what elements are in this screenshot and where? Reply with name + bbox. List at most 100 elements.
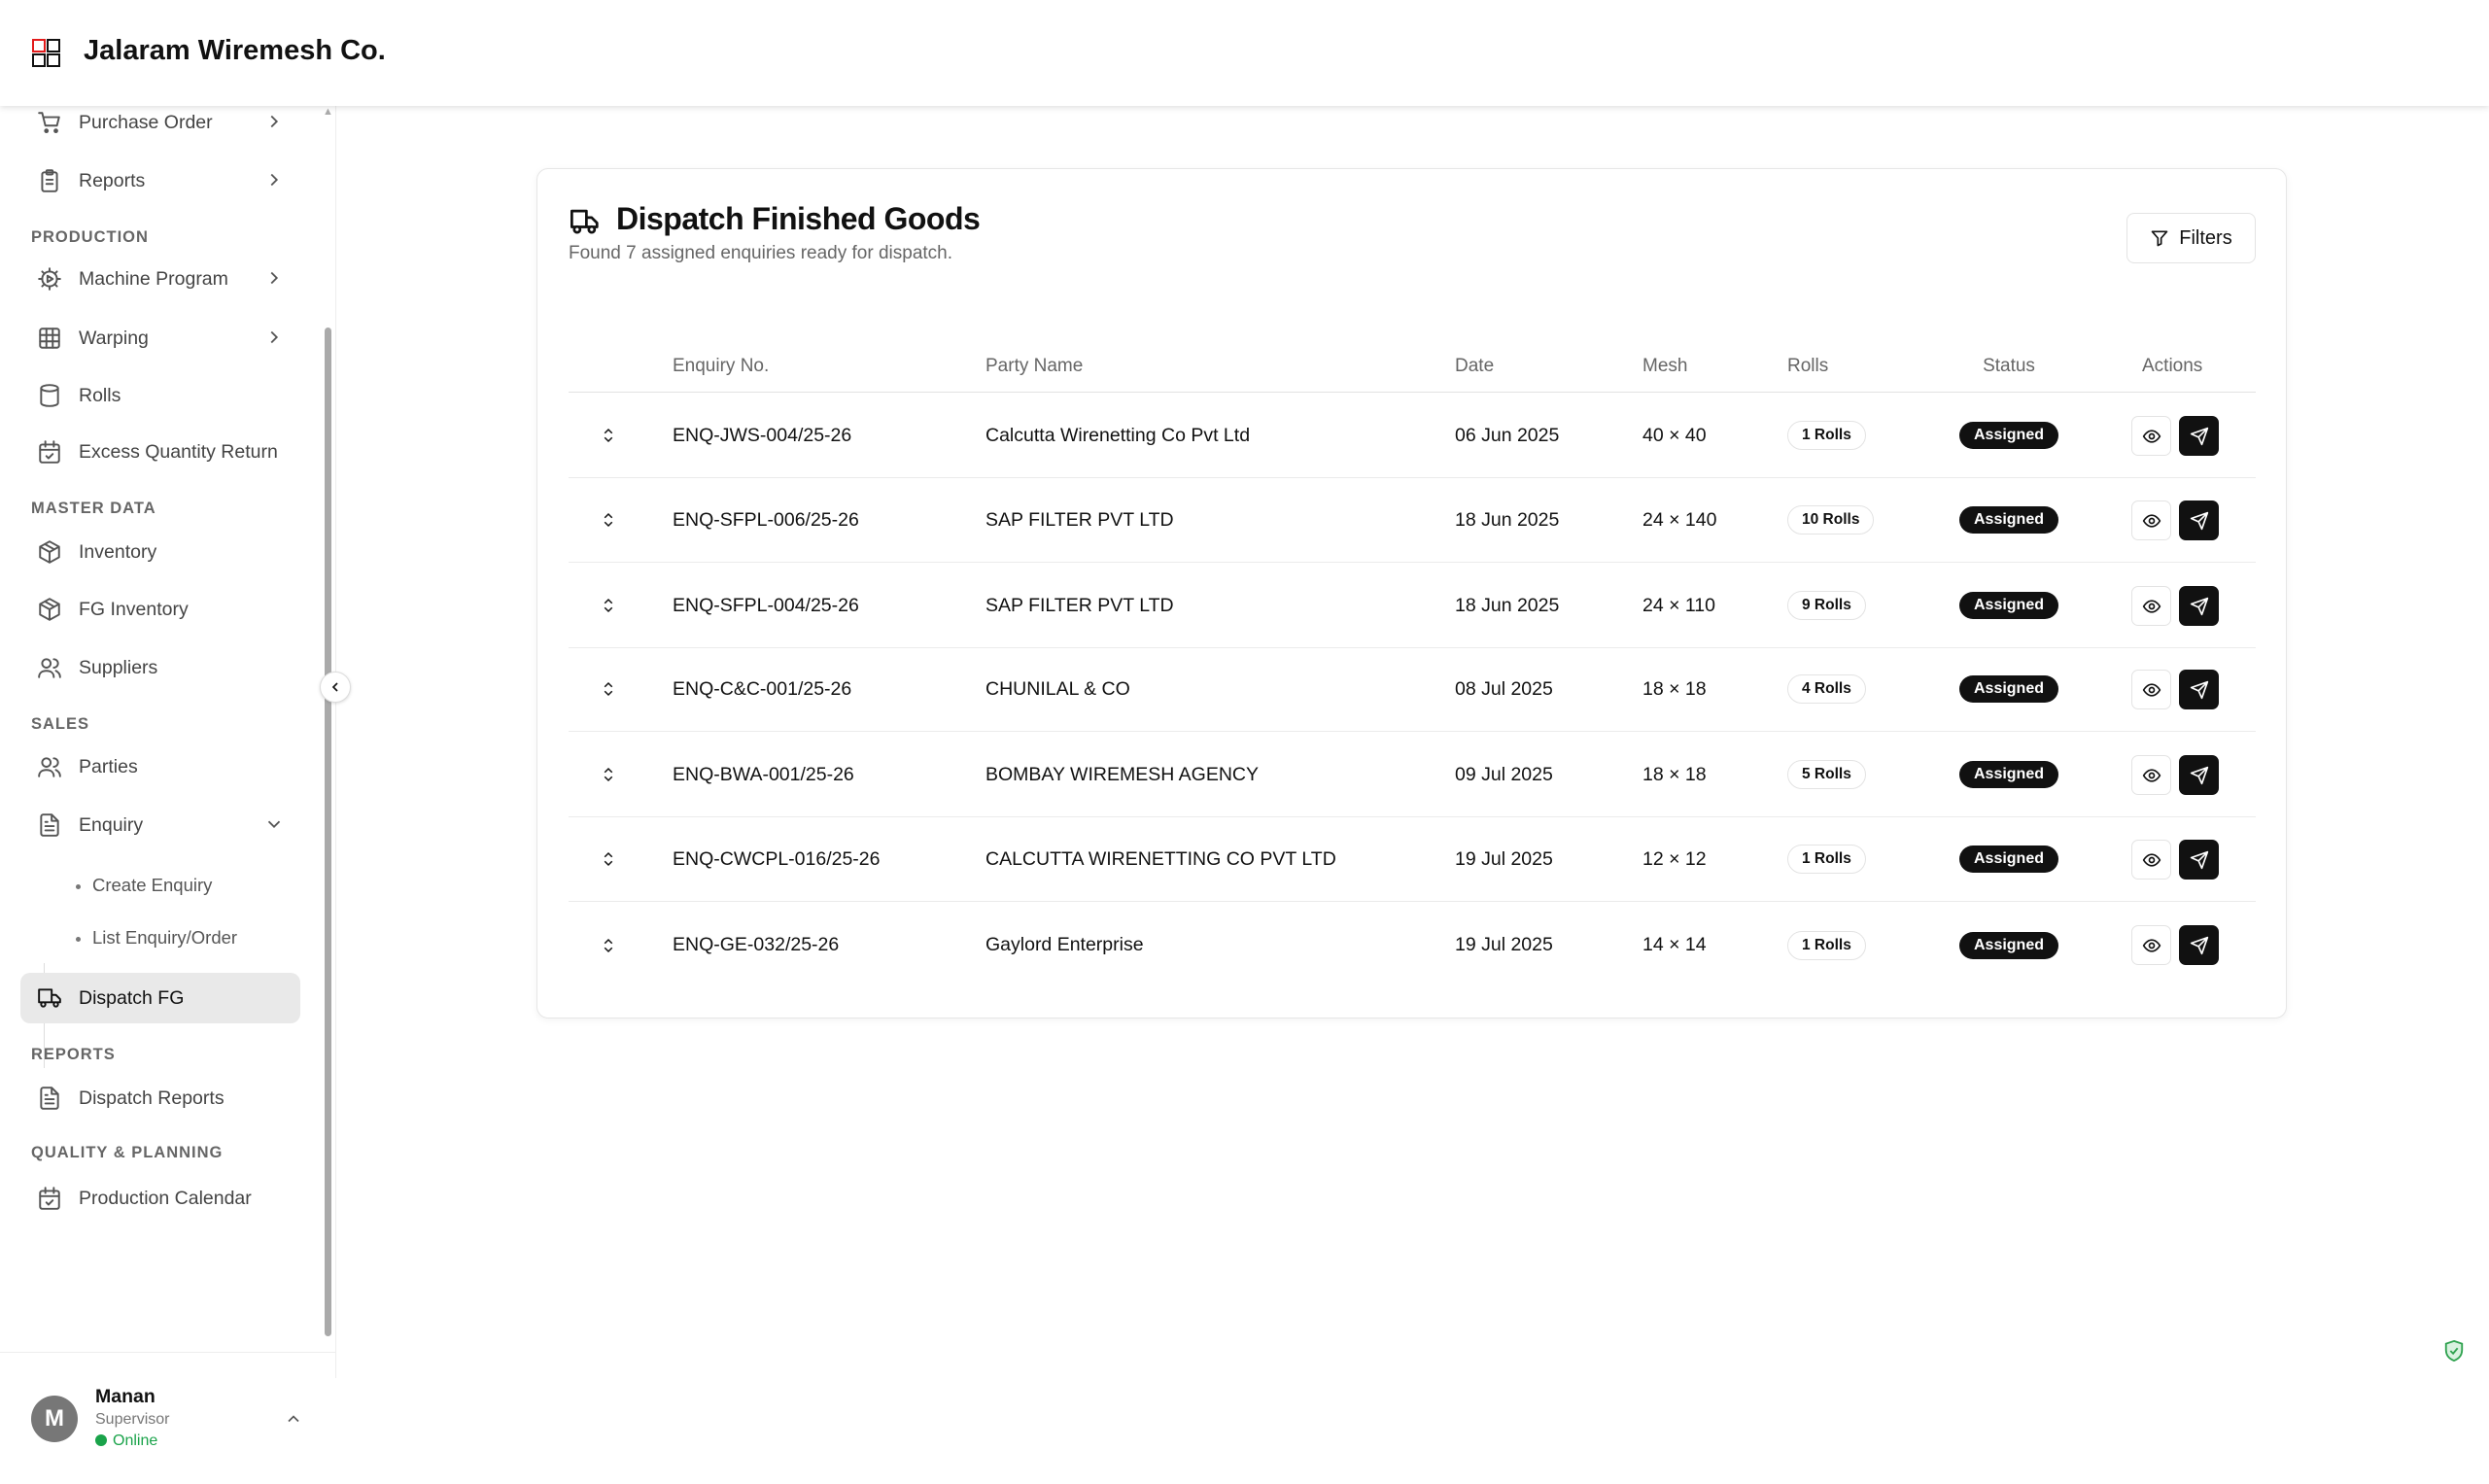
file-text-icon <box>40 1087 59 1110</box>
avatar: M <box>31 1396 78 1442</box>
sidebar-item-label: Inventory <box>79 540 157 563</box>
enquiry-number: ENQ-SFPL-004/25-26 <box>673 594 859 616</box>
sidebar-item-suppliers[interactable]: Suppliers <box>20 642 300 693</box>
scroll-up-arrow[interactable]: ▲ <box>323 106 333 118</box>
chevron-right-icon[interactable] <box>263 267 285 289</box>
dispatch-button[interactable] <box>2179 500 2219 540</box>
expand-row-button[interactable] <box>600 564 617 647</box>
sidebar-item-excess-quantity-return[interactable]: Excess Quantity Return <box>20 427 300 477</box>
table-header: Enquiry No. Party Name Date Mesh Rolls S… <box>569 340 2256 393</box>
sidebar-item-warping[interactable]: Warping <box>20 313 300 363</box>
expand-row-button[interactable] <box>600 478 617 562</box>
enquiry-number: ENQ-SFPL-006/25-26 <box>673 508 859 531</box>
view-button[interactable] <box>2131 586 2171 626</box>
chevron-right-icon[interactable] <box>263 327 285 348</box>
chevrons-up-down-icon <box>604 851 613 867</box>
expand-row-button[interactable] <box>600 733 617 816</box>
send-icon <box>2190 936 2208 954</box>
filters-button[interactable]: Filters <box>2126 213 2256 263</box>
view-button[interactable] <box>2131 840 2171 880</box>
eye-icon <box>2142 599 2161 613</box>
sidebar-item-parties[interactable]: Parties <box>20 742 300 792</box>
table-row: ENQ-BWA-001/25-26 BOMBAY WIREMESH AGENCY 0… <box>569 733 2256 817</box>
dispatch-button[interactable] <box>2179 416 2219 456</box>
enquiry-number: ENQ-BWA-001/25-26 <box>673 763 854 785</box>
view-button[interactable] <box>2131 670 2171 709</box>
sidebar-item-dispatch-fg[interactable]: Dispatch FG <box>20 973 300 1023</box>
bullet-icon <box>76 883 81 889</box>
section-heading: SALES <box>31 715 90 733</box>
sidebar-item-production-calendar[interactable]: Production Calendar <box>20 1173 300 1224</box>
sidebar-item-machine-program[interactable]: Machine Program <box>20 254 300 304</box>
party-name: SAP FILTER PVT LTD <box>985 594 1174 616</box>
chevron-right-icon[interactable] <box>263 111 285 132</box>
submenu-item[interactable]: List Enquiry/Order <box>76 927 237 949</box>
submenu-item[interactable]: Create Enquiry <box>76 875 212 896</box>
sidebar-item-reports[interactable]: Reports <box>20 155 300 206</box>
scroll-down-arrow[interactable]: ▼ <box>323 1229 333 1241</box>
sidebar-item-inventory[interactable]: Inventory <box>20 527 300 577</box>
view-button[interactable] <box>2131 755 2171 795</box>
calendar-check-icon <box>39 440 60 464</box>
expand-row-button[interactable] <box>600 394 617 477</box>
collapse-sidebar-button[interactable] <box>320 672 351 703</box>
date: 08 Jul 2025 <box>1455 677 1553 700</box>
status-badge: Assigned <box>1958 592 2058 619</box>
sidebar-item-enquiry[interactable]: Enquiry <box>20 800 300 850</box>
dispatch-button[interactable] <box>2179 586 2219 626</box>
eye-icon <box>2142 852 2161 867</box>
table-row: ENQ-SFPL-004/25-26 SAP FILTER PVT LTD 18 J… <box>569 564 2256 648</box>
sidebar-item-dispatch-reports[interactable]: Dispatch Reports <box>20 1073 300 1123</box>
status-badge: Assigned <box>1958 761 2058 788</box>
users-icon <box>38 757 61 777</box>
rolls-badge: 1 Rolls <box>1787 930 1866 960</box>
dispatch-button[interactable] <box>2179 755 2219 795</box>
cylinder-icon <box>40 384 59 407</box>
sidebar-scrollbar-thumb[interactable] <box>325 328 331 1336</box>
expand-row-button[interactable] <box>600 817 617 901</box>
status-badge: Assigned <box>1958 846 2058 873</box>
chevron-down-icon[interactable] <box>263 813 285 835</box>
dispatch-button[interactable] <box>2179 840 2219 880</box>
dispatch-button[interactable] <box>2179 670 2219 709</box>
shield-check-icon <box>2444 1339 2464 1363</box>
users-icon <box>38 658 61 678</box>
cart-icon <box>38 112 60 134</box>
logo-icon <box>32 39 60 67</box>
sidebar-item-label: Production Calendar <box>79 1187 252 1209</box>
view-button[interactable] <box>2131 925 2171 965</box>
app-header: Jalaram Wiremesh Co. <box>0 0 2489 106</box>
section-heading: MASTER DATA <box>31 500 156 517</box>
expand-row-button[interactable] <box>600 647 617 731</box>
user-profile[interactable]: M Manan Supervisor Online <box>0 1352 336 1484</box>
rolls-badge: 10 Rolls <box>1787 505 1875 535</box>
truck-icon <box>570 209 599 234</box>
view-button[interactable] <box>2131 416 2171 456</box>
enquiry-number: ENQ-JWS-004/25-26 <box>673 424 852 446</box>
enquiry-number: ENQ-C&C-001/25-26 <box>673 677 852 700</box>
mesh: 18 × 18 <box>1642 677 1707 700</box>
chevron-right-icon[interactable] <box>263 169 285 190</box>
sidebar-item-purchase-order[interactable]: Purchase Order <box>20 97 300 148</box>
status-badge: Assigned <box>1958 506 2058 534</box>
expand-row-button[interactable] <box>600 903 617 987</box>
page-title: Dispatch Finished Goods <box>616 201 981 236</box>
sidebar-item-label: Machine Program <box>79 267 228 290</box>
sidebar-item-label: Enquiry <box>79 813 144 836</box>
sidebar-item-fg-inventory[interactable]: FG Inventory <box>20 584 300 635</box>
sidebar-item-rolls[interactable]: Rolls <box>20 370 300 421</box>
user-status-text: Online <box>113 1432 158 1449</box>
mesh: 40 × 40 <box>1642 424 1707 446</box>
date: 19 Jul 2025 <box>1455 934 1553 955</box>
table-row: ENQ-JWS-004/25-26 Calcutta Wirenetting Co… <box>569 394 2256 478</box>
status-badge: Assigned <box>1958 931 2058 959</box>
table-row: ENQ-CWCPL-016/25-26 CALCUTTA WIRENETTING … <box>569 817 2256 902</box>
date: 06 Jun 2025 <box>1455 424 1560 446</box>
view-button[interactable] <box>2131 500 2171 540</box>
chevrons-up-down-icon <box>604 681 613 697</box>
column-mesh: Mesh <box>1642 355 1688 376</box>
mesh: 12 × 12 <box>1642 847 1707 870</box>
chevron-up-icon[interactable] <box>284 1409 303 1429</box>
dispatch-button[interactable] <box>2179 925 2219 965</box>
mesh: 24 × 110 <box>1642 594 1716 616</box>
